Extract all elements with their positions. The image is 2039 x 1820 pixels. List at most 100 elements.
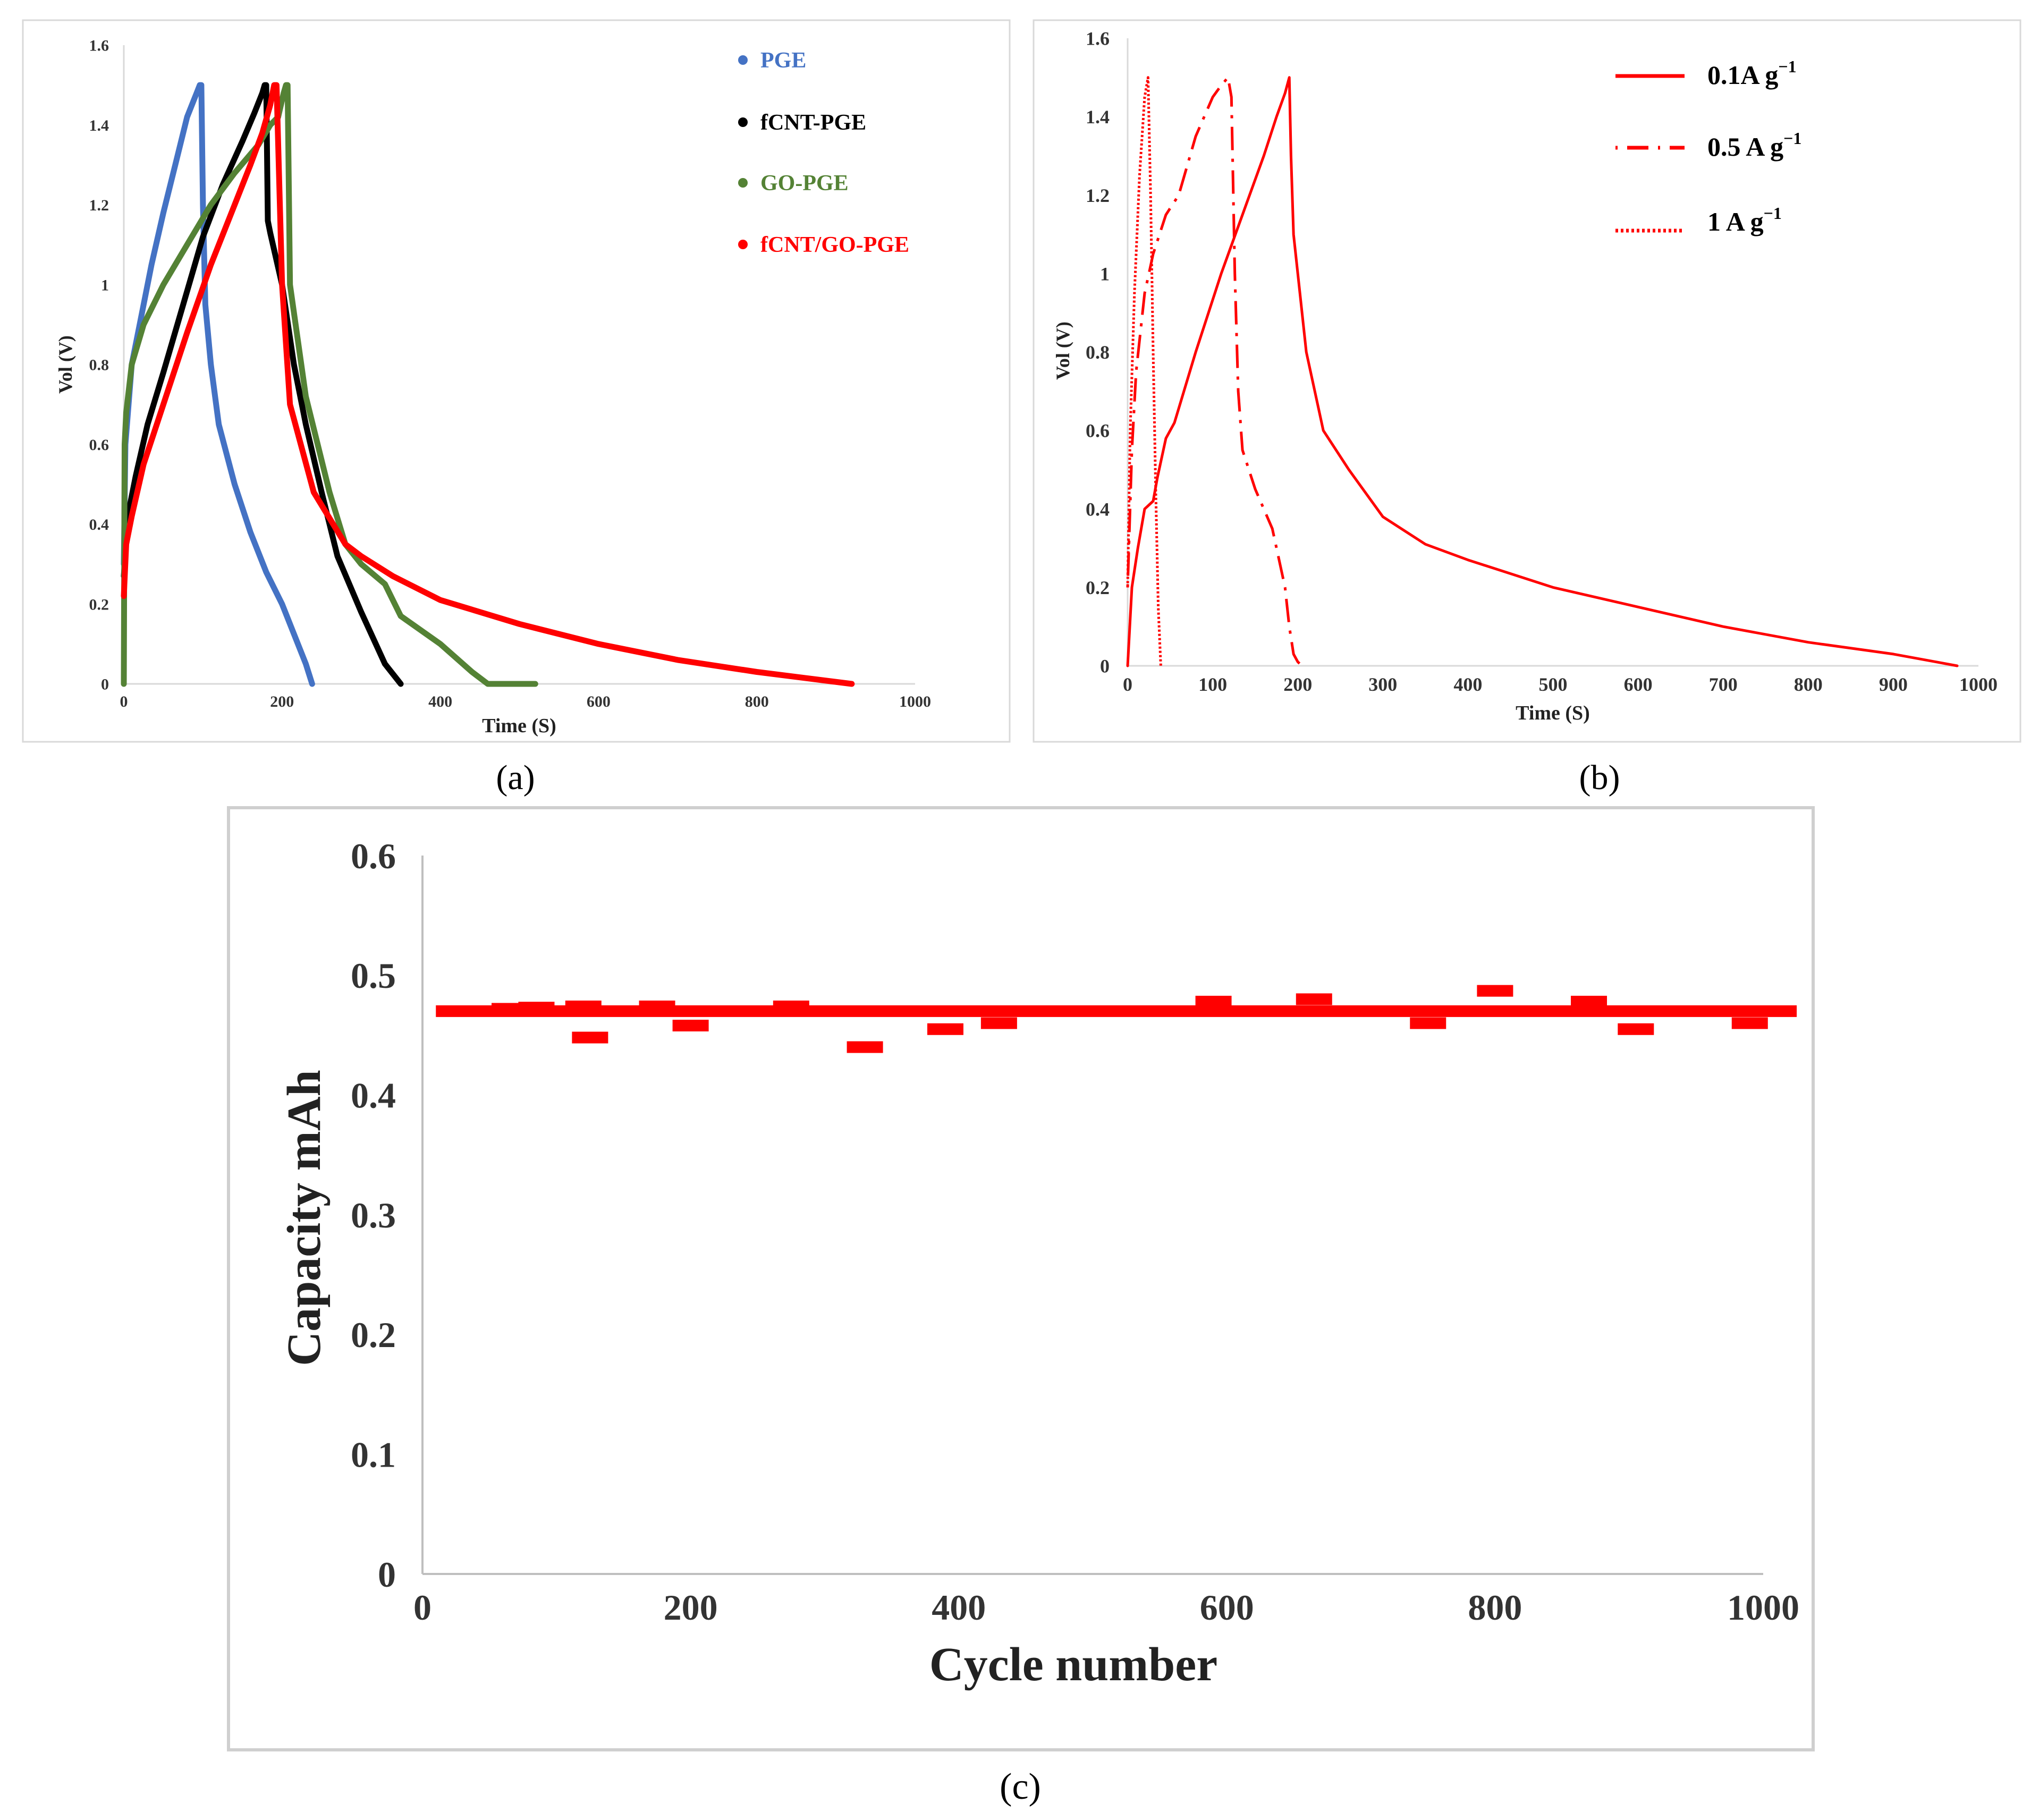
panel-b-ytick-0-8: 0.8 — [1086, 342, 1110, 363]
panel-b-ylabel: Vol (V) — [1052, 321, 1073, 380]
panel-b-xtick-900: 900 — [1879, 674, 1908, 695]
panel-b-xtick-700: 700 — [1709, 674, 1738, 695]
legend-label-go-pge: GO-PGE — [760, 171, 849, 196]
panel-a-xtick-0: 0 — [120, 693, 128, 710]
panel-c-capacity-point-8 — [927, 1023, 963, 1035]
panel-c-xtick-1000: 1000 — [1727, 1587, 1799, 1628]
panel-a-xtick-600: 600 — [587, 693, 611, 710]
panel-b-xtick-500: 500 — [1539, 674, 1568, 695]
panel-c-xtick-400: 400 — [932, 1587, 986, 1628]
panel-c-capacity-point-10 — [1195, 995, 1232, 1008]
panel-a-series — [121, 82, 855, 687]
panel-b-series-0-1a-g-1 — [1126, 76, 1959, 667]
legend-label-0-1: 0.1A g−1 — [1707, 57, 1797, 90]
panel-b-ytick-1-2: 1.2 — [1086, 185, 1110, 206]
panel-c-capacity-point-2 — [565, 1000, 602, 1012]
panel-b-xtick-0: 0 — [1123, 674, 1132, 695]
panel-c-xlabel: Cycle number — [929, 1638, 1217, 1691]
panel-c-ytick-0-1: 0.1 — [351, 1434, 396, 1475]
panel-b-xlabel: Time (S) — [1516, 702, 1590, 724]
panel-c-label: (c) — [1000, 1766, 1041, 1807]
legend-marker-pge — [738, 55, 748, 65]
panel-a-ticks: 0 200 400 600 800 1000 0 0.2 0.4 0.6 0.8 1 1.2 1.4 1.6 — [89, 37, 932, 711]
panel-a-ytick-1-2: 1.2 — [89, 197, 109, 214]
panel-c-frame — [227, 806, 1815, 1751]
panel-a-series-go-pge — [121, 82, 538, 687]
panel-c-xtick-0: 0 — [413, 1587, 432, 1628]
panel-a-xtick-200: 200 — [270, 693, 294, 710]
legend-label-fcnt-go-pge: fCNT/GO-PGE — [760, 233, 909, 257]
panel-b-xtick-1000: 1000 — [1959, 674, 1998, 695]
panel-c-capacity-point-6 — [773, 1000, 809, 1012]
panel-c-capacity-point-4 — [639, 1000, 675, 1012]
panel-b-label: (b) — [1579, 758, 1620, 797]
panel-b-xtick-600: 600 — [1624, 674, 1653, 695]
legend-marker-go-pge — [738, 178, 748, 188]
panel-c-ytick-0: 0 — [378, 1554, 396, 1595]
panel-b-ytick-0-6: 0.6 — [1086, 420, 1110, 442]
panel-a: 0 200 400 600 800 1000 0 0.2 0.4 0.6 0.8 1 1.2 1.4 1.6… — [22, 19, 1011, 797]
panel-c-capacity-point-9 — [980, 1017, 1017, 1029]
panel-a-ytick-0-2: 0.2 — [89, 596, 109, 613]
panel-c-capacity-point-1 — [518, 1002, 555, 1014]
panel-b: 0 100 200 300 400 500 600 700 800 900 1000 0 0.2 0.4 0… — [1033, 19, 2021, 797]
panel-a-ylabel: Vol (V) — [55, 335, 76, 394]
panel-c-capacity-point-11 — [1296, 993, 1332, 1005]
panel-c-capacity-point-13 — [1477, 985, 1513, 997]
panel-b-xtick-300: 300 — [1368, 674, 1397, 695]
panel-b-xtick-200: 200 — [1283, 674, 1312, 695]
panel-c-ytick-0-2: 0.2 — [351, 1315, 396, 1355]
panel-c-capacity-point-7 — [847, 1041, 883, 1053]
panel-b-xtick-800: 800 — [1794, 674, 1823, 695]
panel-c-xtick-200: 200 — [664, 1587, 718, 1628]
panel-a-label: (a) — [496, 758, 535, 797]
panel-c-ticks: 0 200 400 600 800 1000 0 0.1 0.2 0.3 0.4 0.5 0.6 — [351, 836, 1799, 1628]
panel-b-series-0-5-a-g-1 — [1126, 76, 1303, 667]
panel-c-xtick-600: 600 — [1200, 1587, 1254, 1628]
legend-marker-fcnt-pge — [738, 117, 748, 127]
panel-a-ytick-0-8: 0.8 — [89, 357, 109, 374]
panel-b-ytick-0-4: 0.4 — [1086, 498, 1110, 520]
panel-c-capacity-point-15 — [1618, 1023, 1654, 1035]
panel-c-ytick-0-4: 0.4 — [351, 1075, 396, 1115]
panel-b-legend: 0.1A g−1 0.5 A g−1 1 A g−1 — [1615, 57, 1801, 236]
panel-a-xtick-400: 400 — [428, 693, 452, 710]
panel-b-ytick-1: 1 — [1100, 263, 1110, 284]
panel-a-xtick-1000: 1000 — [899, 693, 931, 710]
legend-label-fcnt-pge: fCNT-PGE — [760, 111, 866, 135]
panel-b-ticks: 0 100 200 300 400 500 600 700 800 900 1000 0 0.2 0.4 0… — [1086, 28, 1998, 695]
panel-a-series-pge — [121, 82, 315, 687]
panel-c: 0 200 400 600 800 1000 0 0.1 0.2 0.3 0.4 0.5 0.6 Cyc… — [227, 806, 1815, 1807]
panel-c-series — [436, 985, 1797, 1053]
legend-marker-fcnt-go-pge — [738, 240, 748, 249]
panel-b-frame — [1033, 19, 2021, 743]
panel-b-series-1-a-g-1 — [1126, 76, 1162, 666]
panel-a-xlabel: Time (S) — [482, 715, 556, 737]
panel-c-ylabel: Capacity mAh — [278, 1070, 331, 1366]
panel-a-ytick-1: 1 — [101, 276, 109, 294]
panel-c-capacity-point-5 — [672, 1019, 709, 1031]
panel-b-ytick-0: 0 — [1100, 656, 1110, 677]
panel-a-xtick-800: 800 — [745, 693, 769, 710]
legend-label-1: 1 A g−1 — [1707, 204, 1782, 236]
legend-label-pge: PGE — [760, 48, 806, 73]
panel-b-xtick-400: 400 — [1453, 674, 1482, 695]
panel-a-series-fcnt-go-pge — [121, 82, 855, 687]
panel-b-xtick-100: 100 — [1198, 674, 1227, 695]
panel-c-capacity-point-16 — [1731, 1017, 1768, 1029]
panel-c-ytick-0-3: 0.3 — [351, 1195, 396, 1235]
panel-c-capacity-point-3 — [572, 1031, 608, 1044]
panel-a-legend: PGE fCNT-PGE GO-PGE fCNT/GO-PGE — [738, 48, 909, 257]
panel-c-ytick-0-5: 0.5 — [351, 955, 396, 996]
panel-a-ytick-0-6: 0.6 — [89, 436, 109, 454]
panel-b-ytick-1-6: 1.6 — [1086, 28, 1110, 49]
panel-b-series — [1126, 76, 1959, 667]
panel-c-ytick-0-6: 0.6 — [351, 836, 396, 876]
panel-b-ytick-1-4: 1.4 — [1086, 106, 1110, 128]
panel-c-capacity-point-14 — [1571, 995, 1607, 1008]
panel-a-ytick-1-6: 1.6 — [89, 37, 109, 55]
panel-c-capacity-point-12 — [1410, 1017, 1446, 1029]
panel-b-ytick-0-2: 0.2 — [1086, 577, 1110, 598]
panel-c-xtick-800: 800 — [1468, 1587, 1522, 1628]
